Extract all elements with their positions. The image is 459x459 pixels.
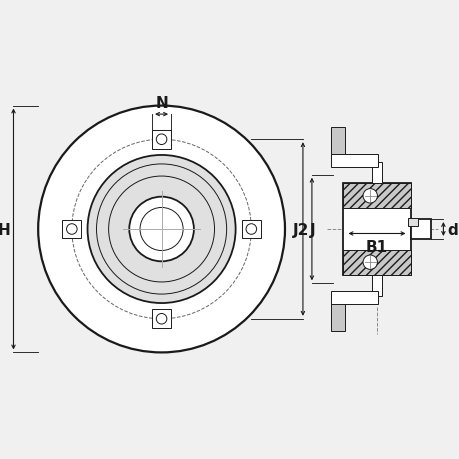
Bar [342, 184, 410, 275]
Circle shape [87, 156, 235, 303]
Circle shape [362, 189, 376, 203]
Bar [342, 250, 410, 275]
Text: N: N [155, 96, 168, 111]
Text: d: d [446, 222, 457, 237]
Circle shape [38, 106, 285, 353]
Bar [330, 155, 377, 168]
Text: J2: J2 [292, 222, 308, 237]
Bar [330, 291, 377, 304]
Bar [371, 162, 381, 184]
Bar [152, 310, 171, 329]
Bar [342, 184, 410, 209]
Bar [371, 275, 381, 297]
Bar [241, 220, 260, 239]
Bar [330, 128, 344, 162]
Text: H: H [0, 222, 10, 237]
Bar [410, 220, 430, 239]
Bar [62, 220, 81, 239]
Text: J: J [309, 222, 315, 237]
Text: B1: B1 [365, 240, 387, 255]
Bar [152, 130, 171, 149]
Bar [407, 218, 417, 227]
Circle shape [362, 256, 376, 270]
Circle shape [129, 197, 193, 262]
Bar [330, 297, 344, 331]
